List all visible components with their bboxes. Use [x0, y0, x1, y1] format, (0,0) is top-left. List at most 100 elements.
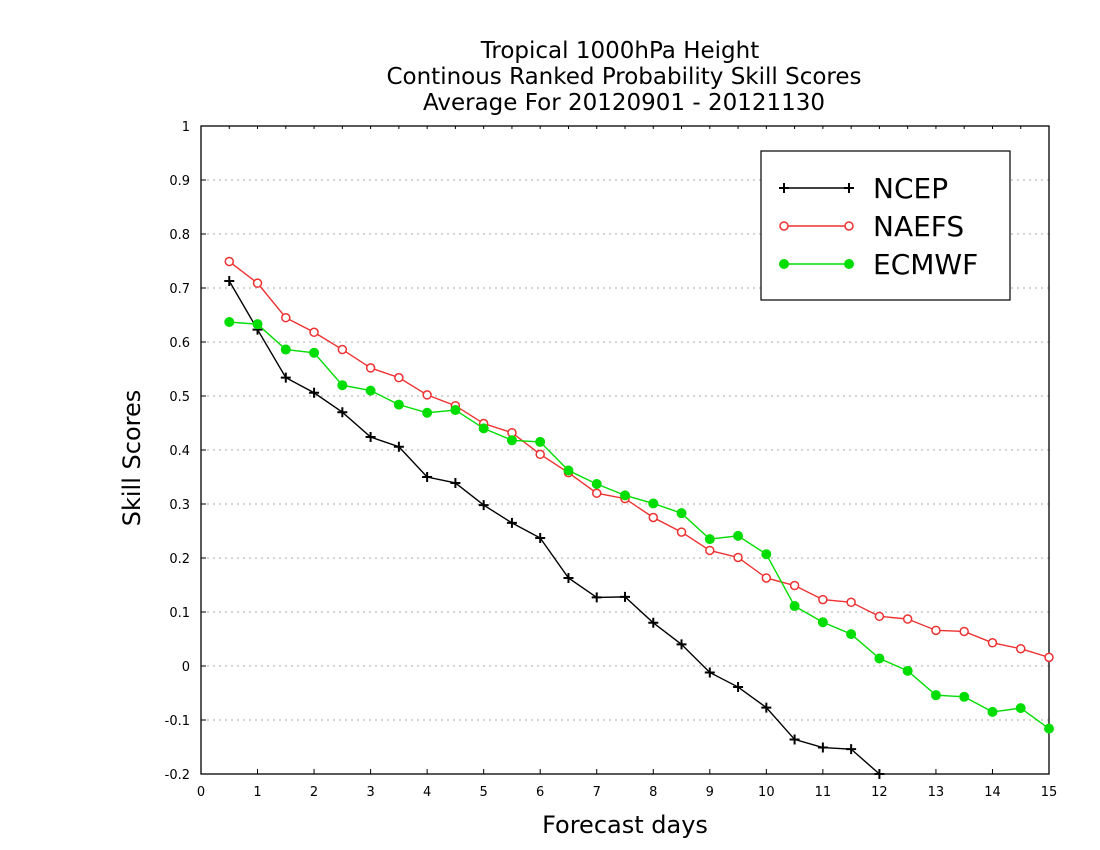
data-point-naefs: [987, 638, 998, 648]
y-tick-label: 1: [182, 120, 190, 135]
x-tick-label: 12: [871, 785, 888, 800]
data-point-ecmwf: [874, 653, 885, 664]
series-ncep: [224, 275, 885, 779]
data-point-ecmwf: [1015, 703, 1026, 714]
y-axis: -0.2 -0.1 0 0.1 0.2 0.3 0.4 0.5 0.6 0.7 0.8 0.9 1: [165, 120, 206, 783]
x-tick-label: 1: [253, 785, 261, 800]
data-point-ncep: [535, 533, 546, 544]
data-point-ncep: [365, 432, 376, 443]
chart-title: Tropical 1000hPa Height Continous Ranked…: [386, 38, 861, 116]
data-point-naefs: [761, 573, 772, 583]
data-point-naefs: [676, 527, 687, 537]
data-point-naefs: [535, 449, 545, 460]
x-tick-label: 7: [593, 785, 601, 800]
title-line-1: Tropical 1000hPa Height: [480, 38, 760, 64]
data-point-naefs: [705, 545, 715, 556]
data-point-ncep: [761, 702, 772, 713]
series-line-ncep: [228, 280, 880, 775]
data-point-ecmwf: [393, 399, 404, 410]
data-point-ecmwf: [365, 385, 376, 396]
x-tick-label: 15: [1041, 785, 1058, 800]
y-tick-label: 0.3: [169, 498, 190, 513]
legend-marker: [779, 221, 789, 231]
data-point-naefs: [789, 580, 800, 591]
x-tick-label: 11: [815, 785, 832, 800]
legend: NCEP NAEFS ECMWF: [760, 150, 1011, 301]
data-point-ncep: [591, 592, 602, 603]
series-ecmwf: [224, 317, 1054, 734]
legend-label: NAEFS: [873, 210, 964, 243]
data-point-naefs: [874, 611, 885, 622]
data-point-ecmwf: [959, 691, 970, 702]
data-point-ncep: [620, 591, 630, 602]
data-point-ecmwf: [789, 601, 800, 612]
data-point-naefs: [281, 312, 291, 323]
data-point-naefs: [931, 625, 941, 636]
data-point-naefs: [365, 363, 376, 373]
data-point-ecmwf: [987, 706, 998, 717]
data-point-naefs: [252, 278, 263, 288]
data-point-ncep: [224, 275, 235, 286]
data-point-ecmwf: [224, 317, 235, 328]
data-point-ecmwf: [478, 423, 489, 434]
x-tick-label: 14: [984, 785, 1001, 800]
title-line-3: Average For 20120901 - 20121130: [423, 90, 825, 116]
data-point-ncep: [874, 769, 885, 779]
data-point-ncep: [478, 500, 489, 511]
data-point-ncep: [506, 517, 517, 528]
data-point-ncep: [648, 617, 659, 628]
data-point-ecmwf: [1044, 723, 1054, 734]
data-point-ecmwf: [733, 530, 744, 541]
x-axis-title: Forecast days: [542, 811, 708, 839]
data-point-ncep: [817, 742, 828, 753]
data-point-ncep: [280, 372, 291, 383]
data-point-ecmwf: [902, 665, 913, 676]
data-point-ecmwf: [563, 465, 574, 476]
y-tick-label: 0.5: [169, 390, 190, 405]
data-point-ncep: [450, 477, 461, 488]
data-point-ncep: [789, 734, 800, 745]
data-point-ecmwf: [676, 508, 687, 519]
data-point-ecmwf: [422, 407, 433, 418]
data-point-naefs: [818, 594, 828, 605]
data-point-naefs: [309, 327, 319, 338]
series-line-naefs: [228, 260, 1050, 659]
data-point-naefs: [591, 488, 602, 498]
data-point-ecmwf: [309, 347, 320, 358]
data-point-ncep: [733, 682, 744, 693]
data-point-ecmwf: [817, 617, 828, 628]
legend-item-naefs: NAEFS: [779, 210, 964, 243]
data-point-ecmwf: [252, 319, 263, 330]
data-point-ncep: [846, 744, 857, 755]
y-tick-label: 0: [182, 660, 190, 675]
data-point-naefs: [733, 552, 743, 563]
data-point-ecmwf: [591, 479, 602, 490]
data-point-ecmwf: [846, 629, 857, 640]
y-tick-label: -0.1: [165, 714, 190, 729]
data-point-ecmwf: [506, 435, 517, 446]
legend-marker: [844, 259, 854, 269]
title-line-2: Continous Ranked Probability Skill Score…: [386, 64, 861, 90]
data-point-naefs: [959, 626, 969, 637]
data-point-ncep: [309, 387, 320, 398]
x-tick-label: 10: [758, 785, 775, 800]
data-point-ecmwf: [761, 549, 772, 560]
data-point-naefs: [224, 256, 235, 267]
legend-label: ECMWF: [873, 248, 978, 281]
data-point-ncep: [393, 441, 404, 452]
y-tick-label: 0.8: [169, 228, 190, 243]
data-point-naefs: [422, 390, 432, 400]
series-line-ecmwf: [229, 321, 1050, 730]
data-point-naefs: [902, 614, 913, 624]
legend-item-ecmwf: ECMWF: [779, 248, 978, 281]
data-point-ncep: [704, 667, 715, 678]
data-point-naefs: [1015, 643, 1026, 654]
y-tick-label: 0.6: [169, 336, 190, 351]
data-point-ecmwf: [930, 690, 941, 701]
legend-marker: [779, 183, 789, 193]
x-tick-label: 5: [480, 785, 488, 800]
series-layer: [224, 256, 1054, 779]
x-tick-label: 9: [706, 785, 714, 800]
data-point-naefs: [394, 372, 404, 383]
data-point-ecmwf: [450, 405, 461, 416]
